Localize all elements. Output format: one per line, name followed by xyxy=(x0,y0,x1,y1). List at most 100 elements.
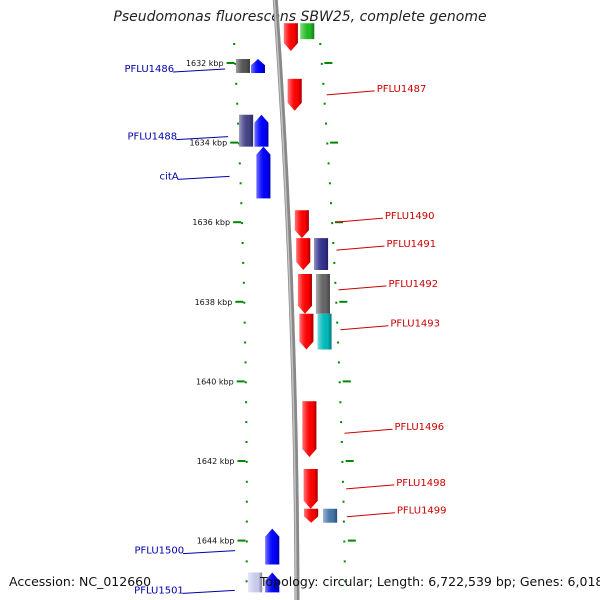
gene-labels[interactable]: PFLU1486 PFLU1487 PFLU1488 citA PFLU1490 PFLU… xyxy=(124,64,446,596)
gene-label-pflu1490[interactable]: PFLU1490 xyxy=(334,211,435,223)
gene-label-text: citA xyxy=(160,171,179,182)
kbp-tick-mark-outer xyxy=(342,380,351,383)
inner-ring-dot xyxy=(234,62,237,65)
gene-label-text: PFLU1496 xyxy=(395,422,445,433)
gene-label-text: PFLU1492 xyxy=(389,279,439,290)
gene-label-pflu1492[interactable]: PFLU1492 xyxy=(338,279,439,291)
outer-ring-dot xyxy=(342,520,345,523)
kbp-tick-label: 1640 kbp xyxy=(196,377,234,386)
outer-ring-dot xyxy=(337,341,340,344)
reverse-cog-feature[interactable] xyxy=(248,572,263,593)
kbp-tick-label: 1644 kbp xyxy=(197,537,235,546)
reverse-cds-feature[interactable] xyxy=(254,114,269,147)
outer-ring-dot xyxy=(336,321,339,324)
reverse-cds-feature[interactable] xyxy=(251,59,266,73)
inner-ring-dot xyxy=(241,242,244,244)
outer-ring-dot xyxy=(326,142,329,145)
inner-ring-dot xyxy=(245,401,248,404)
gene-label-pflu1499[interactable]: PFLU1499 xyxy=(346,506,447,518)
inner-ring-dot xyxy=(240,202,243,205)
gene-label-pflu1486[interactable]: PFLU1486 xyxy=(124,64,226,75)
outer-ring-dot xyxy=(333,261,336,264)
outer-ring-dot xyxy=(320,62,323,65)
gene-label-pflu1498[interactable]: PFLU1498 xyxy=(346,478,446,490)
kbp-tick-mark-outer xyxy=(347,539,356,542)
backbone-arc xyxy=(272,0,300,600)
inner-ring-dot xyxy=(235,82,238,85)
inner-ring-dot xyxy=(244,361,247,364)
forward-cds-feature[interactable] xyxy=(283,23,298,52)
kbp-tick-mark-outer xyxy=(339,300,348,303)
kbp-tick-label: 1632 kbp xyxy=(186,59,224,68)
kbp-tick-mark xyxy=(226,62,235,64)
gene-label-text: PFLU1498 xyxy=(396,478,446,489)
inner-ring-dot xyxy=(239,182,242,185)
reverse-cds-feature[interactable] xyxy=(265,528,280,565)
gene-label-cita[interactable]: citA xyxy=(160,171,230,182)
forward-cds-feature[interactable] xyxy=(296,238,311,270)
inner-ring-dot xyxy=(245,441,248,443)
kbp-tick-label: 1642 kbp xyxy=(197,457,235,466)
map-title: Pseudomonas fluorescens SBW25, complete … xyxy=(113,9,487,25)
inner-ring-dot xyxy=(245,520,248,523)
inner-ring-dot xyxy=(237,122,240,125)
gene-label-pflu1488[interactable]: PFLU1488 xyxy=(127,132,229,143)
kbp-tick-mark-outer xyxy=(330,141,339,144)
forward-cds-feature[interactable] xyxy=(294,210,309,239)
genome-summary-text: Topology: circular; Length: 6,722,539 bp… xyxy=(260,574,600,589)
inner-ring-dot xyxy=(243,301,246,304)
forward-cog-feature[interactable] xyxy=(314,238,329,270)
outer-ring-dot xyxy=(334,281,337,284)
forward-cds-feature[interactable] xyxy=(287,78,302,111)
outer-ring-dot xyxy=(341,480,344,483)
forward-cog-feature[interactable] xyxy=(300,23,315,40)
forward-cds-feature[interactable] xyxy=(304,508,319,523)
reverse-cds-feature[interactable] xyxy=(256,146,271,199)
kbp-ticks: 1632 kbp 1634 kbp 1636 kbp 1638 kbp 1640 kbp… xyxy=(186,59,356,546)
forward-cog-feature[interactable] xyxy=(323,508,338,523)
gene-label-text: PFLU1501 xyxy=(134,585,184,596)
outer-ring-dot xyxy=(343,560,346,563)
position-dots xyxy=(233,43,347,583)
kbp-tick-label: 1638 kbp xyxy=(195,298,233,307)
gene-label-text: PFLU1491 xyxy=(387,239,437,250)
gene-label-pflu1496[interactable]: PFLU1496 xyxy=(344,422,445,434)
forward-cds-feature[interactable] xyxy=(302,401,317,458)
reverse-cog-feature[interactable] xyxy=(235,59,250,73)
gene-label-pflu1493[interactable]: PFLU1493 xyxy=(340,319,440,331)
gene-label-pflu1500[interactable]: PFLU1500 xyxy=(134,546,236,557)
outer-ring-dot xyxy=(323,102,326,105)
forward-cog-feature[interactable] xyxy=(315,273,330,314)
gene-label-pflu1491[interactable]: PFLU1491 xyxy=(336,239,437,251)
inner-ring-dot xyxy=(242,281,245,284)
inner-ring-dot xyxy=(244,381,247,384)
gene-label-text: PFLU1493 xyxy=(390,319,440,330)
forward-cog-feature[interactable] xyxy=(317,313,332,350)
reverse-cog-feature[interactable] xyxy=(239,114,254,147)
gene-label-pflu1487[interactable]: PFLU1487 xyxy=(326,84,427,96)
gene-label-pflu1501[interactable]: PFLU1501 xyxy=(134,585,235,596)
accession-text: Accession: NC_012660 xyxy=(9,574,152,589)
outer-ring-dot xyxy=(342,500,345,503)
inner-ring-dot xyxy=(244,341,247,344)
backbone-highlight xyxy=(273,0,297,600)
forward-cds-feature[interactable] xyxy=(299,313,314,350)
inner-ring-dot xyxy=(243,321,246,324)
inner-ring-dot xyxy=(242,261,245,264)
outer-ring-dot xyxy=(332,242,335,244)
kbp-tick-mark xyxy=(230,141,239,144)
outer-ring-dot xyxy=(335,301,338,304)
gene-features[interactable] xyxy=(235,23,338,593)
gene-label-text: PFLU1487 xyxy=(377,84,427,95)
forward-cds-feature[interactable] xyxy=(297,273,312,314)
inner-ring-dot xyxy=(245,480,248,483)
forward-cds-feature[interactable] xyxy=(303,468,318,509)
outer-ring-dot xyxy=(331,222,334,225)
kbp-tick-mark xyxy=(235,300,244,303)
outer-ring-dot xyxy=(340,441,343,443)
outer-ring-dot xyxy=(341,460,344,463)
inner-ring-dot xyxy=(245,460,248,463)
reverse-cds-feature[interactable] xyxy=(265,572,280,593)
outer-ring-dot xyxy=(344,580,347,583)
